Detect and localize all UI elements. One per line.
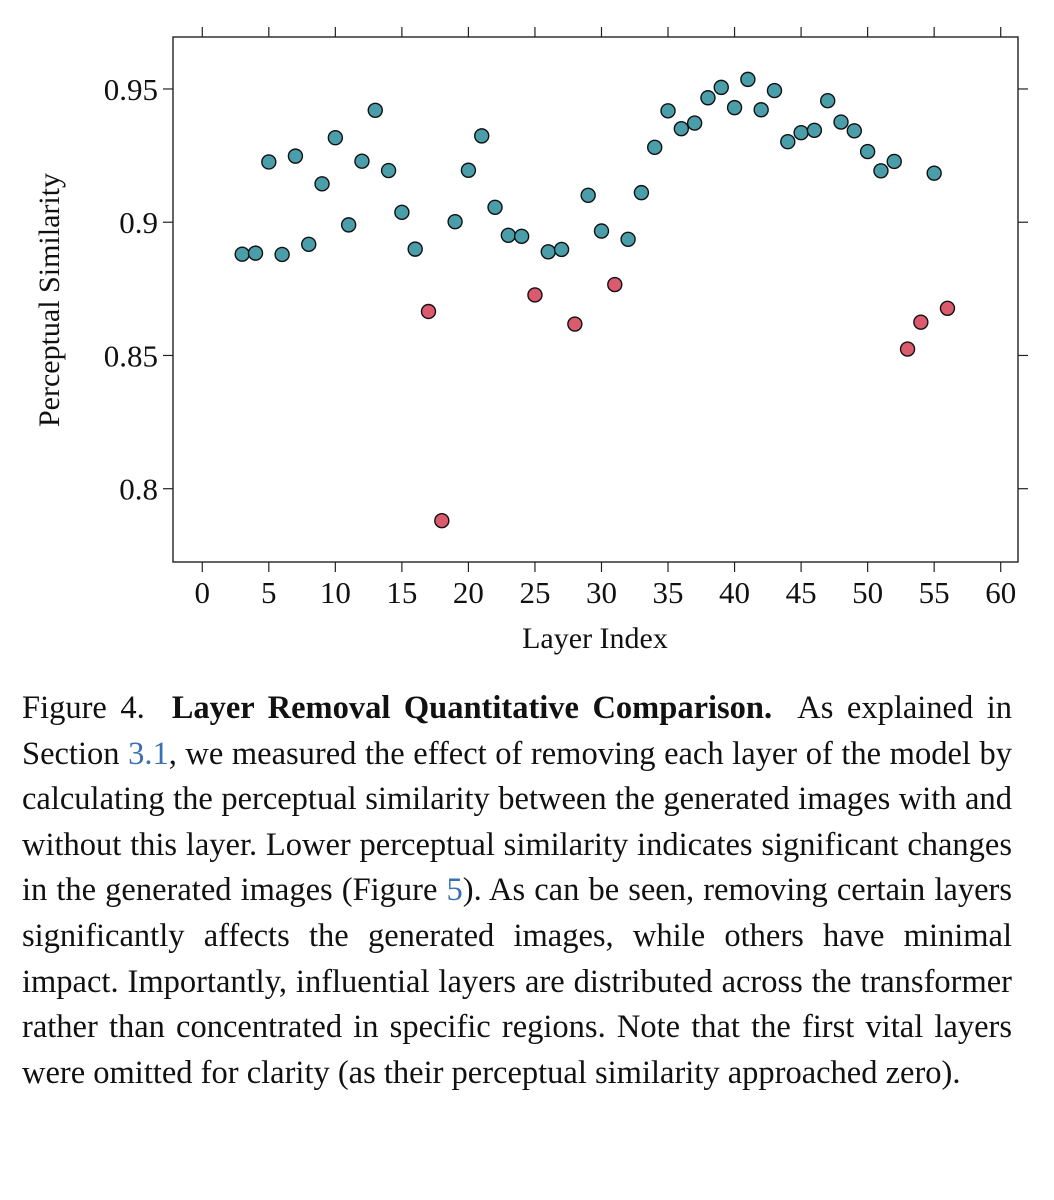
x-tick-label: 15 xyxy=(386,575,417,610)
data-point xyxy=(553,241,570,258)
x-tick-label: 50 xyxy=(852,575,883,610)
data-point xyxy=(247,245,264,261)
data-point xyxy=(647,139,663,156)
data-points xyxy=(234,71,956,529)
data-point xyxy=(793,124,809,141)
data-point xyxy=(726,99,743,116)
x-tick-label: 0 xyxy=(195,575,211,610)
data-point xyxy=(633,184,650,201)
caption-text-1: As explained in Section xyxy=(22,690,1012,772)
data-point xyxy=(540,244,556,260)
x-tick-label: 25 xyxy=(519,575,550,610)
data-point xyxy=(500,227,517,243)
data-point xyxy=(367,102,383,118)
data-point xyxy=(354,153,370,169)
data-point xyxy=(447,213,463,230)
figure-reference-link[interactable]: 5 xyxy=(446,872,463,909)
data-point xyxy=(753,102,769,118)
x-tick-label: 40 xyxy=(719,575,750,610)
caption-text-3: ). As can be seen, removing certain laye… xyxy=(22,872,1012,1091)
data-point xyxy=(859,143,876,160)
x-tick-label: 5 xyxy=(261,575,277,610)
data-point xyxy=(487,199,503,215)
x-axis-label: Layer Index xyxy=(522,622,668,655)
data-point xyxy=(314,176,330,192)
data-point xyxy=(886,153,902,170)
caption-prefix: Figure 4. xyxy=(22,690,145,726)
data-point xyxy=(513,228,530,245)
data-point xyxy=(301,236,317,253)
highlighted-data-point xyxy=(607,276,623,293)
highlighted-data-point xyxy=(567,316,583,332)
data-point xyxy=(926,165,942,181)
x-tick-label: 30 xyxy=(586,575,617,610)
data-point xyxy=(673,120,690,137)
highlighted-data-point xyxy=(527,287,543,303)
caption-title: Layer Removal Quantitative Comparison. xyxy=(171,690,773,726)
data-point xyxy=(846,123,863,139)
data-point xyxy=(873,163,889,179)
x-tick-label: 60 xyxy=(985,575,1016,610)
data-point xyxy=(287,148,304,164)
data-point xyxy=(580,187,596,203)
data-point xyxy=(660,103,676,119)
data-point xyxy=(593,223,610,239)
data-point xyxy=(234,246,250,262)
data-point xyxy=(686,115,703,131)
y-axis-label: Perceptual Similarity xyxy=(33,173,66,427)
data-point xyxy=(407,241,423,257)
x-tick-label: 10 xyxy=(320,575,351,610)
data-point xyxy=(460,162,477,178)
data-point xyxy=(261,154,277,170)
x-tick-label: 45 xyxy=(786,575,817,610)
data-point xyxy=(274,246,290,263)
plot-frame xyxy=(172,36,1019,563)
data-point xyxy=(474,128,490,144)
data-point xyxy=(327,130,344,146)
data-point xyxy=(340,217,357,233)
y-tick-label: 0.85 xyxy=(104,338,158,373)
highlighted-data-point xyxy=(420,303,437,320)
tick-labels: 0 5 10 15 20 25 30 35 40 45 50 55 60 0.8 0.85 0.9 0.95 xyxy=(104,72,1016,610)
data-point xyxy=(620,231,636,247)
highlighted-data-point xyxy=(939,300,956,316)
data-point xyxy=(806,122,823,138)
section-reference-link[interactable]: 3.1 xyxy=(128,735,169,772)
data-point xyxy=(766,82,783,99)
data-point xyxy=(740,71,756,88)
data-point xyxy=(833,114,849,130)
axis-ticks xyxy=(163,27,1028,572)
highlighted-data-point xyxy=(913,314,929,330)
x-tick-label: 20 xyxy=(453,575,484,610)
figure-caption: Figure 4. Layer Removal Quantitative Com… xyxy=(22,686,1012,1096)
x-tick-label: 35 xyxy=(653,575,684,610)
data-point xyxy=(700,90,716,106)
y-tick-label: 0.95 xyxy=(104,72,158,107)
data-point xyxy=(780,134,796,150)
y-tick-label: 0.8 xyxy=(119,472,158,507)
data-point xyxy=(713,79,729,96)
data-point xyxy=(380,162,397,179)
highlighted-data-point xyxy=(434,512,450,529)
y-tick-label: 0.9 xyxy=(119,205,158,240)
data-point xyxy=(394,204,410,221)
caption-text-2: , we measured the effect of removing eac… xyxy=(22,735,1013,909)
highlighted-data-point xyxy=(899,341,916,357)
x-tick-label: 55 xyxy=(919,575,950,610)
scatter-chart: 0 5 10 15 20 25 30 35 40 45 50 55 60 0.8 0.85 0.9 0.95 L… xyxy=(33,27,1028,655)
data-point xyxy=(820,92,836,109)
